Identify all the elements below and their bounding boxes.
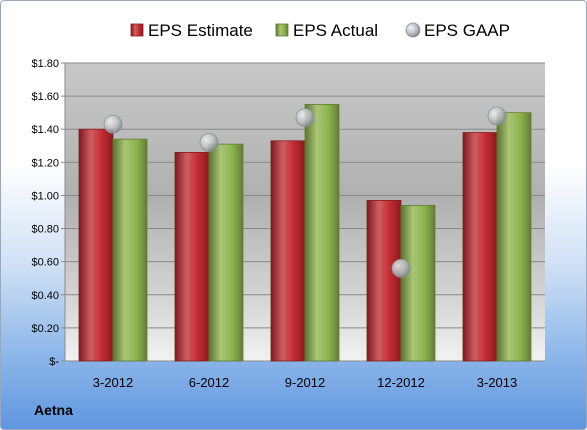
y-tick-label: $1.20 [31,157,59,169]
y-tick-label: $0.40 [31,290,59,302]
marker-eps-gaap [103,114,123,134]
bar-eps-actual [112,138,148,362]
bar-eps-actual [400,204,436,362]
y-tick-label: $1.00 [31,190,59,202]
legend-swatch-eps-actual [275,23,289,37]
bar-eps-estimate [462,132,498,362]
y-tick-label: $0.60 [31,257,59,269]
legend-label-eps-actual: EPS Actual [293,21,378,40]
x-category-label: 3-2013 [477,375,517,390]
y-tick-label: $0.80 [31,224,59,236]
y-tick-label: $0.20 [31,323,59,335]
marker-eps-gaap [391,258,411,278]
y-tick-label: $1.40 [31,124,59,136]
bar-eps-estimate [174,151,210,362]
x-category-label: 9-2012 [285,375,325,390]
legend-swatch-eps-estimate [130,23,144,37]
x-category-label: 6-2012 [189,375,229,390]
bar-eps-actual [496,112,532,362]
bar-eps-estimate [78,128,114,362]
company-label: Aetna [34,402,73,418]
y-tick-label: $1.60 [31,91,59,103]
x-category-label: 12-2012 [377,375,425,390]
legend-swatch-eps-gaap [405,22,421,38]
legend-label-eps-estimate: EPS Estimate [148,21,253,40]
x-category-label: 3-2012 [93,375,133,390]
marker-eps-gaap [199,133,219,152]
y-tick-label: $- [49,356,59,368]
legend-label-eps-gaap: EPS GAAP [424,21,510,40]
bar-eps-actual [304,103,340,362]
bar-eps-estimate [270,140,306,362]
bar-eps-actual [208,143,244,362]
marker-eps-gaap [295,108,315,128]
bar-eps-estimate [366,200,402,362]
y-tick-label: $1.80 [31,58,59,70]
marker-eps-gaap [487,106,507,126]
